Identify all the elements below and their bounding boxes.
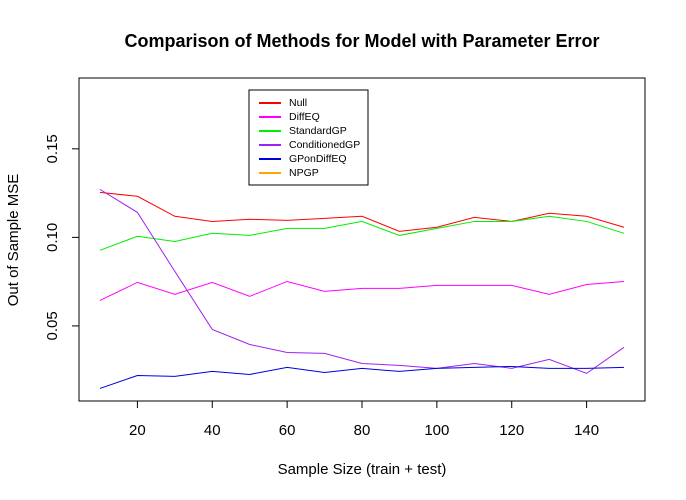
y-tick-label: 0.05 [44,311,61,340]
y-tick-label: 0.15 [44,134,61,163]
series-line [99,191,625,232]
legend-label: DiffEQ [289,111,320,123]
series-line [99,365,625,389]
y-axis-label: Out of Sample MSE [5,174,22,307]
series-line [99,280,625,301]
legend-label: GPonDiffEQ [289,153,347,165]
chart-title: Comparison of Methods for Model with Par… [124,31,599,51]
legend-label: StandardGP [289,125,347,137]
x-tick-label: 60 [279,422,296,439]
legend-label: ConditionedGP [289,139,360,151]
x-tick-label: 100 [424,422,449,439]
series-line [99,188,625,374]
legend-label: Null [289,97,307,109]
series-line [99,215,625,251]
legend-label: NPGP [289,167,319,179]
x-tick-label: 140 [574,422,599,439]
x-tick-label: 20 [129,422,146,439]
y-tick-label: 0.10 [44,223,61,252]
x-tick-label: 120 [499,422,524,439]
x-tick-label: 80 [354,422,371,439]
x-axis-label: Sample Size (train + test) [278,461,447,478]
x-tick-label: 40 [204,422,221,439]
legend-box [248,89,369,186]
